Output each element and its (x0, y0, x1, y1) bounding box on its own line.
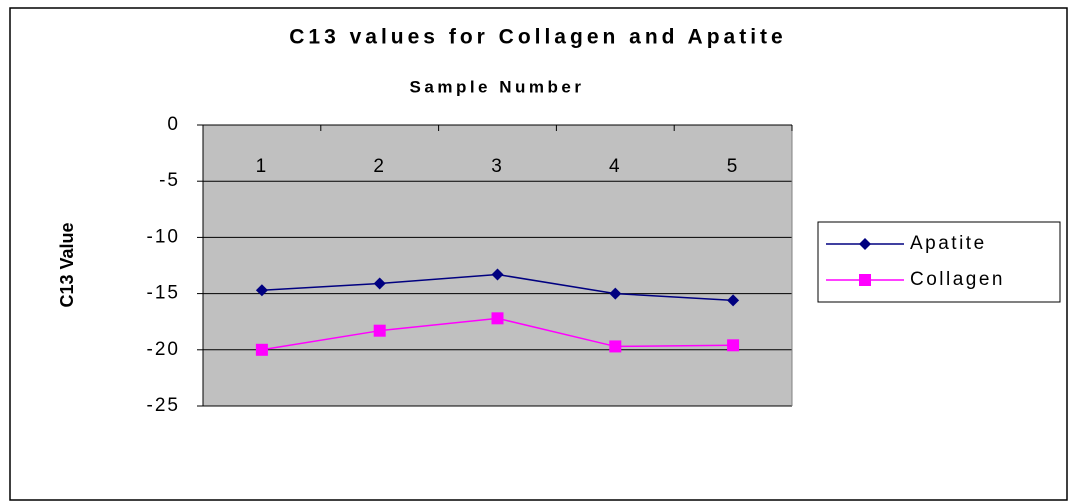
x-tick-label: 2 (373, 156, 386, 177)
legend-label: Apatite (910, 233, 987, 254)
data-point (491, 268, 504, 281)
y-tick-label: 0 (167, 114, 180, 135)
data-point (373, 277, 386, 290)
x-tick-label: 4 (609, 156, 622, 177)
x-tick-label: 5 (727, 156, 740, 177)
y-tick-label: -15 (147, 283, 180, 304)
data-point (609, 287, 622, 300)
data-point (727, 339, 740, 352)
x-tick-label: 3 (491, 156, 504, 177)
y-tick-label: -25 (147, 395, 180, 416)
y-axis-title: C13 Value (57, 222, 77, 307)
data-point (255, 284, 268, 297)
y-tick-label: -20 (147, 339, 180, 360)
legend-label: Collagen (910, 269, 1005, 290)
data-point (609, 340, 622, 353)
data-point (373, 324, 386, 337)
legend-marker (859, 274, 871, 286)
legend-box (817, 221, 1061, 303)
chart-title: C13 values for Collagen and Apatite (289, 26, 786, 49)
legend-marker (859, 238, 871, 250)
data-point (255, 343, 268, 356)
x-axis-title: Sample Number (410, 77, 585, 96)
data-point (727, 294, 740, 307)
x-tick-label: 1 (256, 156, 269, 177)
y-tick-label: -10 (147, 226, 180, 247)
y-tick-label: -5 (159, 170, 180, 191)
data-point (491, 312, 504, 325)
plot-area (203, 125, 792, 406)
